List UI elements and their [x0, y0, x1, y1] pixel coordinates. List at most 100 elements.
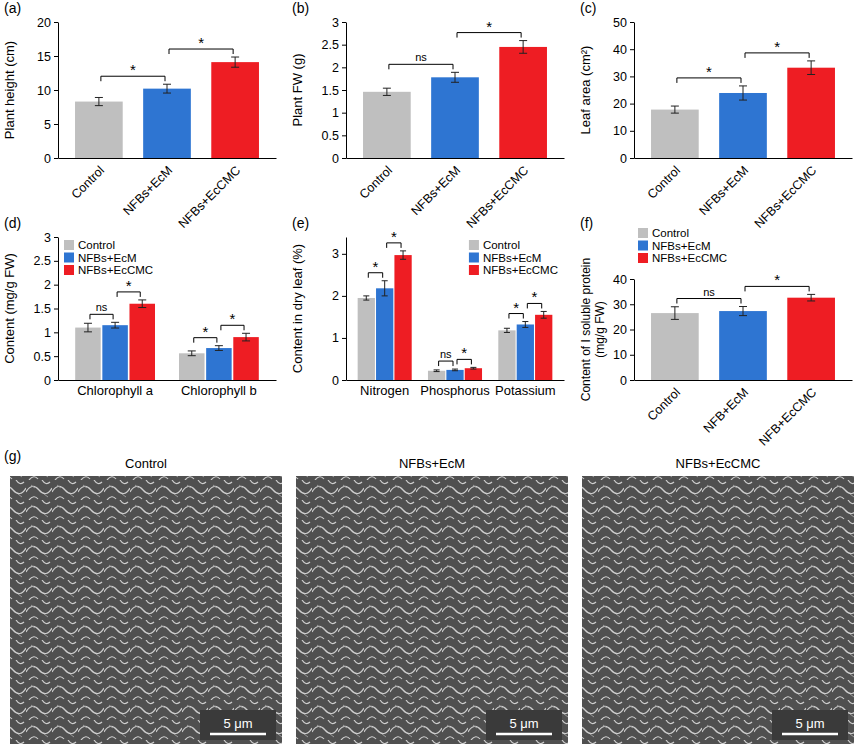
bar: [719, 311, 767, 380]
tick-label: NFBs+EcM: [696, 163, 751, 218]
tick-label: 40: [613, 273, 627, 287]
tick-mark: [342, 113, 346, 114]
y-tick: 10: [37, 84, 58, 98]
legend: ControlNFBs+EcMNFBs+EcCMC: [469, 239, 558, 276]
scale-bar-ground: [772, 710, 848, 740]
plot-area: [75, 300, 259, 380]
tick-label: 30: [613, 70, 627, 84]
sem-image: [296, 476, 568, 744]
y-tick: 0: [332, 152, 346, 166]
tick-mark: [54, 285, 58, 286]
axis-line: [347, 380, 565, 381]
tick-mark: [630, 104, 634, 105]
x-tick: Control: [69, 163, 107, 201]
error-bar: [95, 97, 103, 105]
x-tick: Phosphorus: [420, 383, 490, 398]
y-tick: 40: [613, 43, 634, 57]
tick-mark: [54, 356, 58, 357]
axis-title: Plant FW (g): [290, 54, 305, 127]
legend-swatch: [64, 240, 74, 250]
error-bar: [434, 370, 440, 372]
tick-label: 0: [332, 152, 339, 166]
bar: [376, 288, 393, 380]
error-bar: [671, 106, 679, 113]
scale-bar-ground: [486, 710, 562, 740]
x-tick: Control: [357, 163, 395, 201]
error-bar: [519, 41, 527, 54]
tick-label: 0.5: [322, 129, 339, 143]
bar: [75, 102, 123, 158]
tick-mark: [54, 309, 58, 310]
tick-label: Control: [645, 163, 683, 201]
tick-mark: [54, 22, 58, 23]
error-bar: [739, 307, 747, 316]
bar: [499, 47, 547, 158]
x-tick: Potassium: [495, 383, 556, 398]
bar: [787, 298, 835, 380]
error-bar: [138, 300, 146, 308]
tick-mark: [630, 304, 634, 305]
error-bar: [522, 322, 528, 328]
panel: (g)Control5 μmNFBs+EcM5 μmNFBs+EcCMC5 μm: [4, 448, 854, 744]
error-bar: [231, 57, 239, 67]
image-title: NFBs+EcM: [399, 456, 465, 471]
significance-bracket: [90, 314, 113, 319]
tick-mark: [342, 254, 346, 255]
y-tick: 0.5: [34, 350, 58, 364]
bar: [358, 298, 375, 380]
x-axis: ControlNFBs+EcMNFBs+EcCMC: [59, 159, 277, 231]
significance-label: ns: [96, 301, 108, 313]
error-bar: [383, 88, 391, 95]
error-bar: [451, 72, 459, 82]
tick-label: Control: [69, 163, 107, 201]
error-bar: [188, 351, 196, 356]
bar: [719, 93, 767, 158]
tick-label: 1: [44, 326, 51, 340]
x-tick: NFB+EcCMC: [756, 385, 819, 448]
significance-label: *: [230, 310, 236, 327]
legend-label: NFBs+EcM: [483, 252, 541, 264]
plot-area: [75, 57, 259, 158]
tick-mark: [342, 296, 346, 297]
significance-label: *: [373, 258, 379, 275]
y-tick: 1.5: [34, 302, 58, 316]
significance-label: ns: [440, 348, 452, 360]
bar: [535, 315, 552, 380]
y-tick: 0: [44, 374, 58, 388]
tick-label: 10: [37, 84, 51, 98]
bar: [651, 313, 699, 380]
x-tick: Control: [645, 163, 683, 201]
legend-label: NFBs+EcM: [652, 240, 710, 252]
y-tick: 1: [44, 326, 58, 340]
x-tick: NFBs+EcM: [120, 163, 175, 218]
significance-bracket: [677, 299, 741, 304]
axis-title: Plant height (cm): [2, 41, 17, 139]
tick-label: 10: [613, 124, 627, 138]
error-bar: [363, 296, 369, 300]
axis-title: Content in dry leaf (%): [290, 244, 305, 373]
significance-label: *: [130, 61, 136, 78]
panel-label: (f): [580, 215, 593, 231]
tick-mark: [630, 355, 634, 356]
tick-label: 20: [613, 323, 627, 337]
bar: [102, 325, 128, 380]
significance-label: ns: [415, 51, 427, 63]
y-tick: 2.5: [322, 38, 346, 52]
y-axis: 00.511.522.53: [322, 16, 347, 166]
y-axis: 01020304050: [613, 16, 634, 166]
panel: (c)01020304050ControlNFBs+EcMNFBs+EcCMCL…: [578, 0, 853, 231]
y-tick: 5: [44, 118, 58, 132]
y-tick: 3: [332, 16, 346, 30]
significance-label: *: [774, 38, 780, 55]
plot-area: [363, 41, 547, 158]
x-tick: NFBs+EcCMC: [464, 163, 532, 231]
error-bar: [739, 86, 747, 100]
tick-label: Phosphorus: [420, 383, 490, 398]
tick-mark: [342, 45, 346, 46]
panel-label: (b): [292, 0, 309, 16]
tick-label: Nitrogen: [360, 383, 409, 398]
scale-bar-label: 5 μm: [509, 716, 538, 731]
error-bar: [111, 322, 119, 328]
error-bar: [215, 346, 223, 351]
y-tick: 3: [44, 231, 58, 245]
